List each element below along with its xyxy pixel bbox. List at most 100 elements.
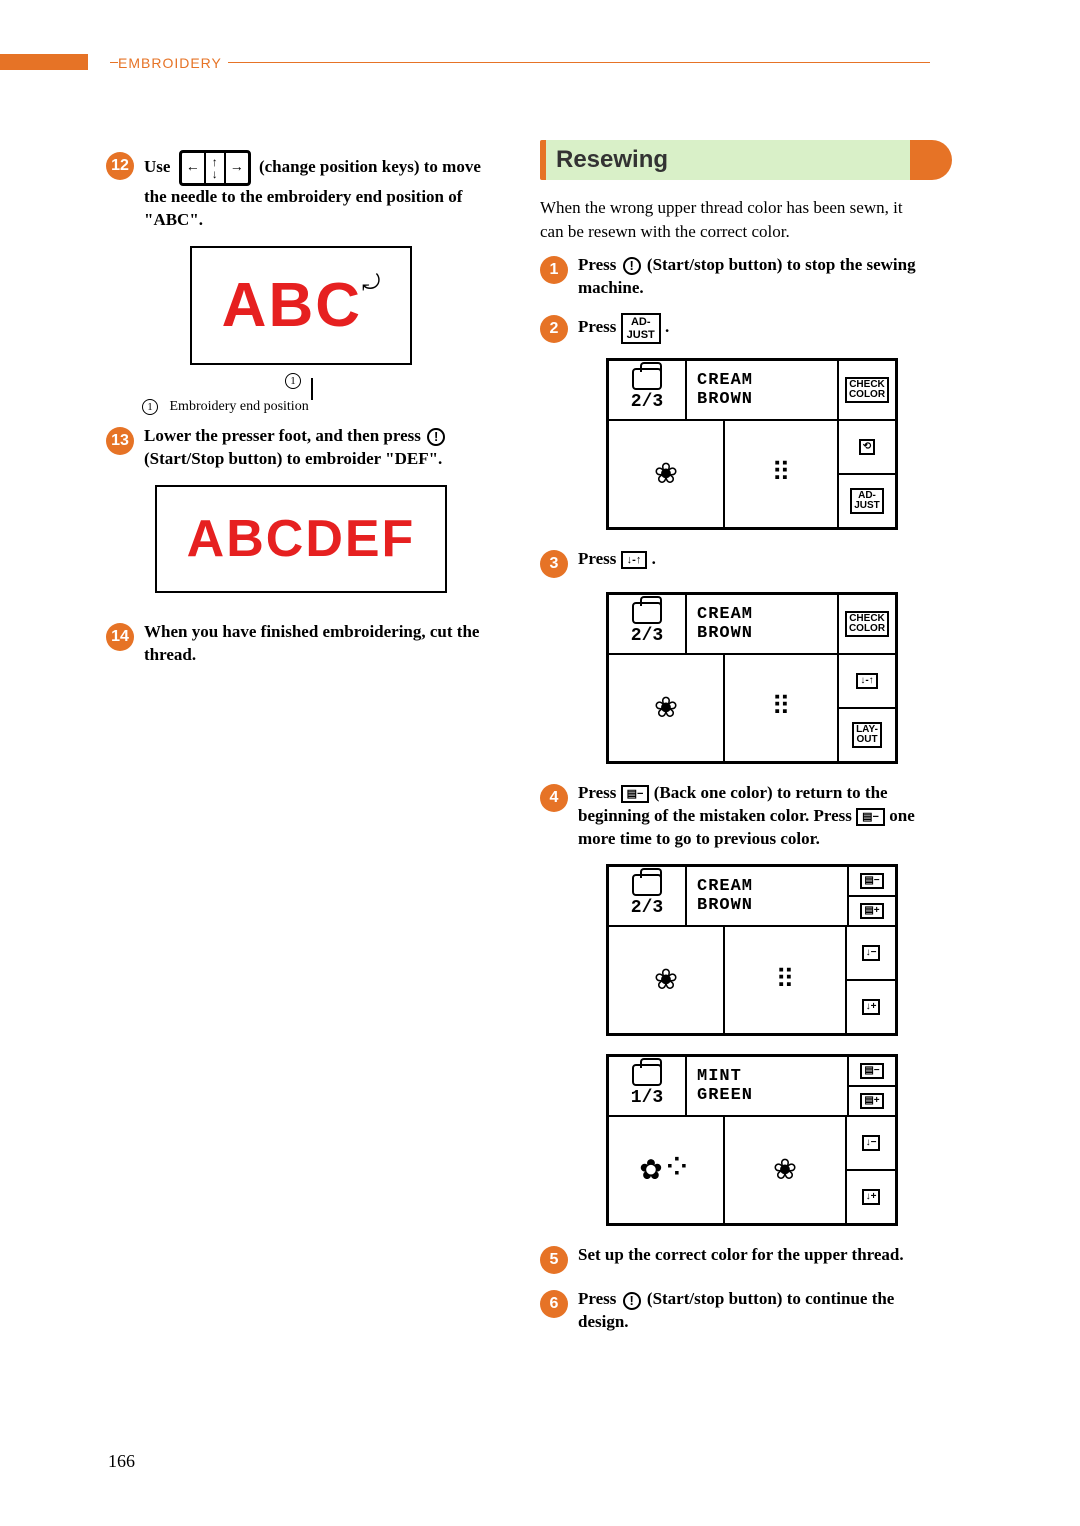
step-1: 1 Press ! (Start/stop button) to stop th… <box>540 254 930 300</box>
lcd-color-2: BROWN <box>697 390 837 409</box>
page-number: 166 <box>108 1451 135 1472</box>
lcd-hoop-area: 2/3 <box>609 361 687 419</box>
heading-bulge <box>910 140 952 180</box>
position-keys-icon: ← ↑↓ → <box>179 150 251 186</box>
check-color-btn: CHECK COLOR <box>845 611 889 637</box>
color-minus-btn: ▤− <box>860 1063 883 1079</box>
section-label: EMBROIDERY <box>118 55 228 71</box>
step-text: Lower the presser foot, and then press !… <box>144 425 496 471</box>
step-badge: 5 <box>540 1246 568 1274</box>
step-text-pre: Use <box>144 157 175 176</box>
lcd-screen-4a: 2/3 CREAMBROWN ▤− ▤+ ❀ ⠿ ↓− ↓+ <box>606 864 898 1036</box>
lcd-color-1: CREAM <box>697 877 847 896</box>
needle-btn: ↓-↑ <box>856 673 877 689</box>
section-heading: Resewing <box>540 140 930 180</box>
start-stop-icon: ! <box>427 428 445 446</box>
step-text: Set up the correct color for the upper t… <box>578 1244 904 1274</box>
stitch-dots-icon: ⠿ <box>771 458 790 489</box>
start-stop-icon: ! <box>623 1292 641 1310</box>
step-text: Press ▤− (Back one color) to return to t… <box>578 782 930 851</box>
hoop-icon <box>632 368 662 390</box>
step-text: Press ! (Start/stop button) to continue … <box>578 1288 930 1334</box>
step-text: Press AD- JUST . <box>578 313 669 343</box>
lcd-colors: CREAM BROWN <box>687 595 837 653</box>
start-stop-icon: ! <box>623 257 641 275</box>
step-13: 13 Lower the presser foot, and then pres… <box>106 425 496 471</box>
step-text-a: Press <box>578 317 621 336</box>
left-column: 12 Use ← ↑↓ → (change position keys) to … <box>106 140 496 1348</box>
figure-abc: ABC⤾ 1 <box>106 246 496 389</box>
color-plus-btn: ▤+ <box>860 1093 883 1109</box>
step-text: Press ! (Start/stop button) to stop the … <box>578 254 930 300</box>
adjust-btn: AD- JUST <box>850 488 884 514</box>
step-text-a: Press <box>578 1289 621 1308</box>
step-text-a: Press <box>578 255 621 274</box>
lcd-color-2: BROWN <box>697 896 847 915</box>
step-text-a: Press <box>578 783 621 802</box>
needle-key-icon: ↓-↑ <box>621 551 648 569</box>
step-12: 12 Use ← ↑↓ → (change position keys) to … <box>106 150 496 232</box>
caption-num: 1 <box>142 399 158 415</box>
stitch-dots-icon: ⠿ <box>771 692 790 723</box>
step-text: Use ← ↑↓ → (change position keys) to mov… <box>144 150 496 232</box>
step-badge: 3 <box>540 550 568 578</box>
stitch-minus-btn: ↓− <box>862 1135 881 1151</box>
lcd-colors: CREAM BROWN <box>687 361 837 419</box>
stitch-icon: ❀ <box>655 962 677 998</box>
stitch-plus-btn: ↓+ <box>862 1189 881 1205</box>
layout-btn: LAY- OUT <box>852 722 882 748</box>
resew-btn: ⟲ <box>859 439 875 455</box>
step-text-b: (Start/Stop button) to embroider "DEF". <box>144 449 442 468</box>
back-color-key-icon: ▤− <box>856 808 885 826</box>
lcd-screen-4b: 1/3 MINTGREEN ▤− ▤+ ✿⁘ ❀ ↓− ↓+ <box>606 1054 898 1226</box>
step-text: When you have finished embroidering, cut… <box>144 621 496 667</box>
lcd-color-2: GREEN <box>697 1086 847 1105</box>
step-text-a: Press <box>578 549 621 568</box>
step-badge: 4 <box>540 784 568 812</box>
header-accent-bar <box>0 54 88 70</box>
heading-title: Resewing <box>540 140 930 180</box>
lcd-hoop-area: 2/3 <box>609 595 687 653</box>
step-badge: 14 <box>106 623 134 651</box>
needle-icon: ⤾ <box>362 270 380 296</box>
step-3: 3 Press ↓-↑ . <box>540 548 930 578</box>
step-6: 6 Press ! (Start/stop button) to continu… <box>540 1288 930 1334</box>
figure-abcdef: ABCDEF <box>106 485 496 593</box>
hoop-icon <box>632 602 662 624</box>
adjust-key-icon: AD- JUST <box>621 313 661 343</box>
step-2: 2 Press AD- JUST . <box>540 313 930 343</box>
stitch-minus-btn: ↓− <box>862 945 881 961</box>
back-color-key-icon: ▤− <box>621 785 650 803</box>
stitch-icon: ❀ <box>655 690 677 726</box>
color-minus-btn: ▤− <box>860 873 883 889</box>
intro-paragraph: When the wrong upper thread color has be… <box>540 196 930 244</box>
hoop-icon <box>632 874 662 896</box>
abc-text: ABC <box>222 271 362 340</box>
stitch-icon: ❀ <box>655 456 677 492</box>
step-badge: 13 <box>106 427 134 455</box>
step-text-a: Lower the presser foot, and then press <box>144 426 425 445</box>
step-badge: 6 <box>540 1290 568 1318</box>
right-column: Resewing When the wrong upper thread col… <box>540 140 930 1348</box>
lcd-frac: 2/3 <box>631 626 663 646</box>
lcd-screen-2: 2/3 CREAM BROWN CHECK COLOR ❀ ⠿ ⟲ AD- JU… <box>606 358 898 530</box>
check-color-btn: CHECK COLOR <box>845 377 889 403</box>
lcd-color-2: BROWN <box>697 624 837 643</box>
stitch-plus-btn: ↓+ <box>862 999 881 1015</box>
step-4: 4 Press ▤− (Back one color) to return to… <box>540 782 930 851</box>
step-badge: 12 <box>106 152 134 180</box>
lcd-frac: 1/3 <box>631 1088 663 1108</box>
lcd-color-1: MINT <box>697 1067 847 1086</box>
callout-marker: 1 <box>285 373 301 389</box>
abcdef-text: ABCDEF <box>187 510 416 568</box>
color-plus-btn: ▤+ <box>860 903 883 919</box>
lcd-color-1: CREAM <box>697 605 837 624</box>
stitch-dots-icon: ⠿ <box>775 965 794 996</box>
caption-text: Embroidery end position <box>170 399 309 414</box>
lcd-frac: 2/3 <box>631 898 663 918</box>
step-5: 5 Set up the correct color for the upper… <box>540 1244 930 1274</box>
stitch-icon: ❀ <box>774 1152 796 1188</box>
lcd-color-1: CREAM <box>697 371 837 390</box>
lcd-frac: 2/3 <box>631 392 663 412</box>
step-text: Press ↓-↑ . <box>578 548 656 578</box>
